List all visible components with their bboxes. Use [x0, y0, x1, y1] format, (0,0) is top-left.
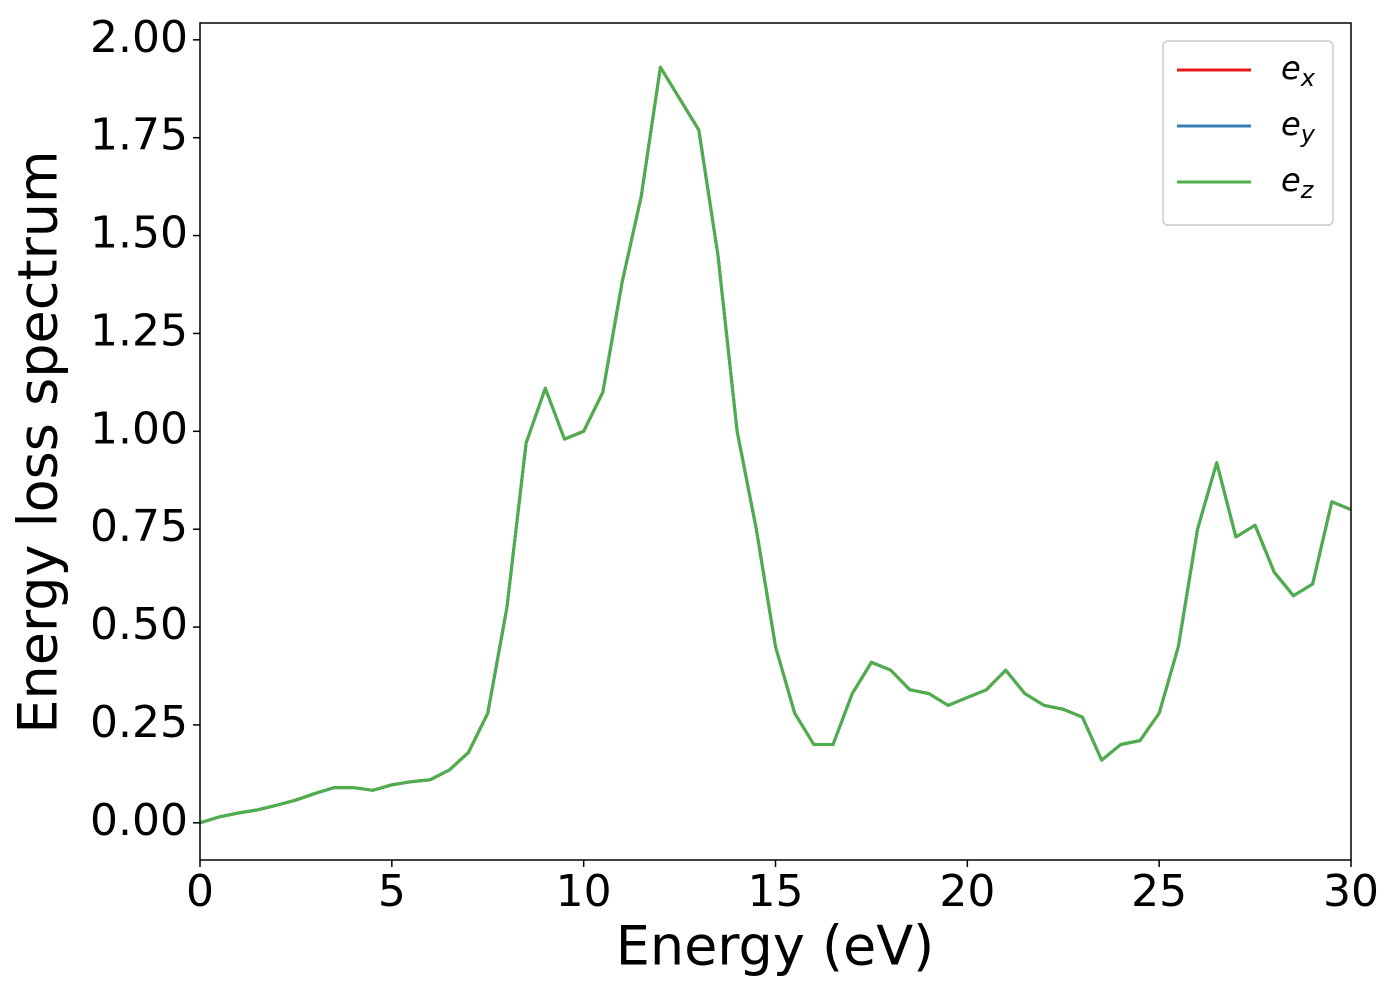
x-tick-label: 30: [1323, 866, 1379, 917]
x-tick-label: 5: [378, 866, 406, 917]
y-tick-label: 0.75: [90, 501, 188, 552]
x-tick-label: 20: [939, 866, 995, 917]
series-line: [200, 65, 1351, 825]
x-tick-label: 25: [1131, 866, 1187, 917]
x-axis-label: Energy (eV): [616, 915, 935, 978]
x-tick-label: 0: [186, 866, 214, 917]
y-tick-label: 1.50: [90, 208, 188, 259]
y-tick-label: 0.00: [90, 795, 188, 846]
legend-label: ey: [1281, 105, 1316, 148]
legend-label: ex: [1281, 49, 1316, 92]
y-tick-label: 1.25: [90, 305, 188, 356]
legend-label: ez: [1281, 161, 1315, 204]
x-tick-label: 15: [748, 866, 804, 917]
y-tick-label: 0.50: [90, 599, 188, 650]
plot-frame: [199, 22, 1352, 861]
y-tick-label: 2.00: [90, 12, 188, 63]
legend-box: [1162, 40, 1334, 226]
y-tick-label: 1.75: [90, 110, 188, 161]
y-axis-label: Energy loss spectrum: [7, 150, 70, 733]
y-tick-label: 1.00: [90, 403, 188, 454]
y-tick-label: 0.25: [90, 697, 188, 748]
x-tick-label: 10: [556, 866, 612, 917]
